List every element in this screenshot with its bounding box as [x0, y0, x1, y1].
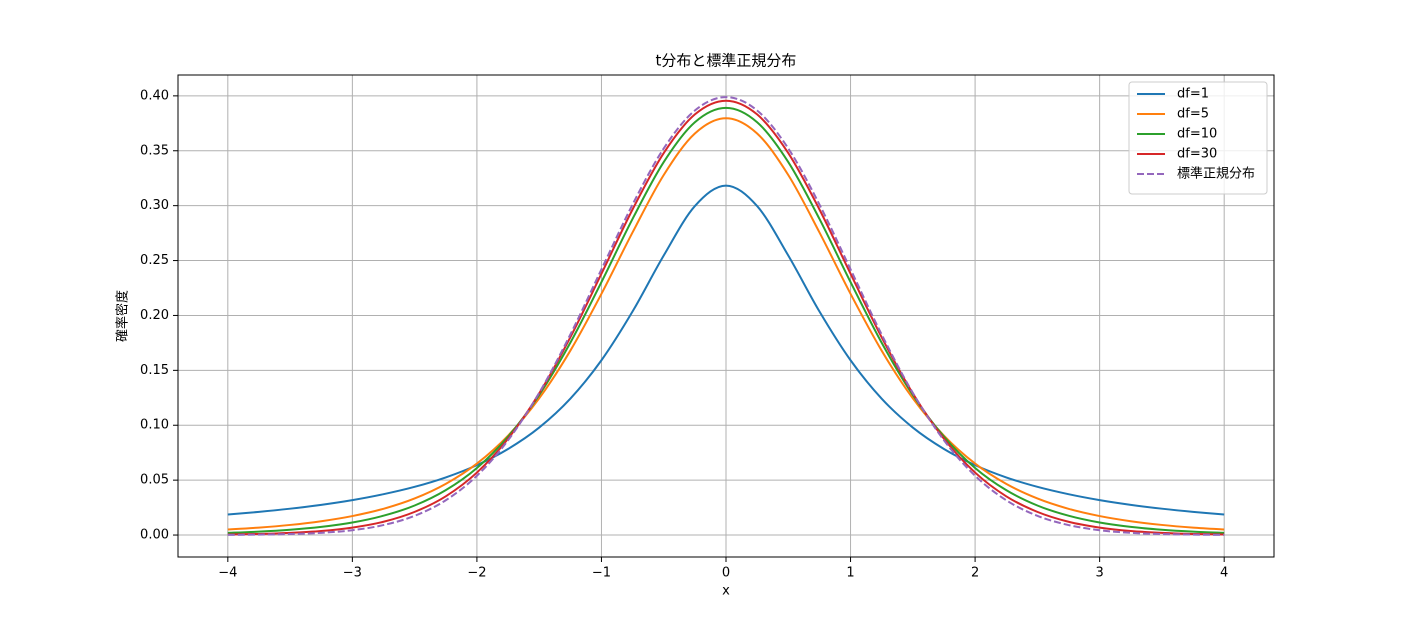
x-tick-label: 4: [1220, 566, 1228, 581]
x-axis-label: x: [722, 584, 730, 599]
legend-box: [1128, 81, 1268, 195]
y-tick-label: 0.05: [140, 473, 169, 488]
x-tick-label: 2: [971, 566, 979, 581]
plot-frame: [177, 74, 1275, 558]
x-tick-label: −1: [592, 566, 611, 581]
x-tick-label: −2: [467, 566, 486, 581]
series-line: [227, 184, 1225, 516]
series-line: [227, 99, 1225, 536]
y-tick-label: 0.30: [140, 198, 169, 213]
y-tick-label: 0.25: [140, 253, 169, 268]
y-tick-label: 0.35: [140, 143, 169, 158]
y-tick-label: 0.00: [140, 528, 169, 543]
y-axis-label: 確率密度: [115, 290, 131, 342]
x-tick-label: 1: [846, 566, 854, 581]
legend-label: df=10: [1177, 127, 1217, 142]
y-tick-label: 0.10: [140, 418, 169, 433]
x-tick-label: 0: [722, 566, 730, 581]
y-tick-label: 0.15: [140, 363, 169, 378]
legend-label: df=5: [1177, 107, 1209, 122]
legend-label: 標準正規分布: [1177, 166, 1255, 182]
x-tick-label: −3: [343, 566, 362, 581]
legend-label: df=1: [1177, 87, 1209, 102]
x-tick-label: −4: [218, 566, 237, 581]
y-tick-label: 0.20: [140, 308, 169, 323]
chart-title: t分布と標準正規分布: [656, 52, 797, 70]
x-tick-label: 3: [1095, 566, 1103, 581]
series-line: [227, 117, 1225, 531]
legend-label: df=30: [1177, 147, 1217, 162]
series-line: [227, 96, 1225, 536]
y-tick-label: 0.40: [140, 88, 169, 103]
series-line: [227, 106, 1225, 534]
